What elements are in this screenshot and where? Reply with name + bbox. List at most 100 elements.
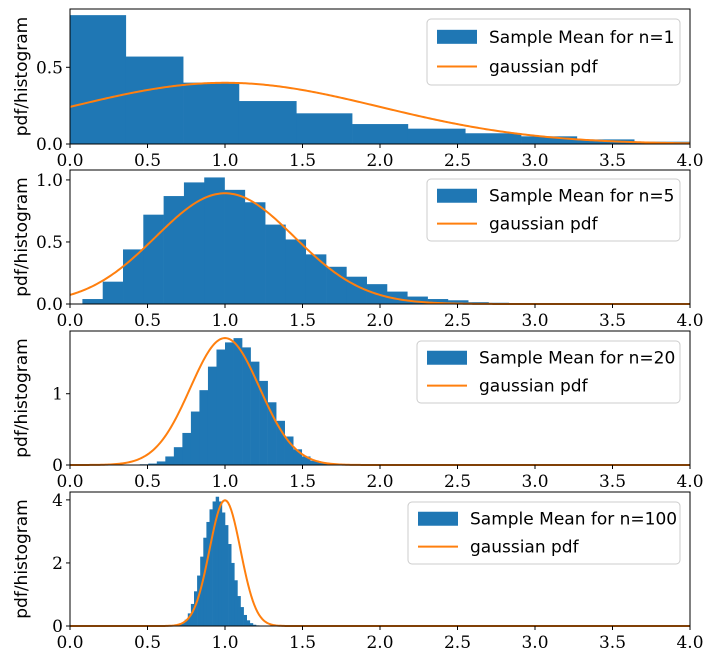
y-tick-label: 2: [52, 554, 63, 574]
histogram-bar: [225, 525, 229, 626]
histogram-bar: [190, 411, 200, 465]
histogram-bar: [190, 603, 195, 626]
histogram-bar: [246, 620, 251, 626]
histogram-bar: [276, 420, 285, 465]
x-tick-label: 1.5: [289, 151, 316, 171]
x-tick-label: 3.5: [599, 151, 626, 171]
y-tick-label: 1.0: [36, 171, 63, 191]
histogram-bar: [82, 299, 104, 304]
histogram-bar: [265, 224, 286, 304]
y-tick-label: 0.0: [36, 295, 63, 315]
x-tick-label: 3.5: [599, 472, 626, 492]
histogram-bar: [204, 177, 225, 304]
x-tick-label: 0.0: [56, 633, 83, 653]
y-tick-label: 1: [52, 385, 63, 405]
legend-label-histogram: Sample Mean for n=100: [470, 510, 677, 530]
histogram-bar: [197, 575, 201, 626]
x-tick-label: 1.5: [289, 311, 316, 331]
histogram-bar: [249, 623, 254, 626]
chart-panel-n100: 0.0 0.5 1.0 1.5 2.0 2.5 3.0 3.5 4.0 0 2 4 pdf/histog…: [12, 491, 704, 653]
legend-label-gaussian: gaussian pdf: [479, 377, 589, 397]
histogram-bar: [447, 300, 469, 304]
histogram-bar: [165, 456, 175, 465]
x-tick-label: 0.0: [56, 311, 83, 331]
histogram-bar: [182, 432, 192, 465]
histogram-bar: [296, 113, 353, 144]
y-tick-label: 0.5: [36, 233, 63, 253]
x-tick-label: 3.0: [521, 151, 548, 171]
x-tick-label: 0.5: [134, 472, 161, 492]
legend-histogram-swatch: [427, 350, 467, 365]
histogram-bar: [184, 619, 189, 626]
histogram-bar: [224, 189, 246, 304]
x-tick-label: 1.0: [211, 311, 238, 331]
x-tick-label: 1.5: [289, 472, 316, 492]
histogram-bar: [407, 296, 428, 304]
histogram-bar: [293, 449, 303, 465]
histogram-bar: [244, 202, 266, 304]
legend-box: [407, 501, 681, 565]
histogram-bar: [284, 436, 294, 465]
histogram-bar: [259, 380, 268, 465]
legend: Sample Mean for n=5 gaussian pdf: [426, 178, 681, 242]
x-tick-label: 2.5: [444, 472, 471, 492]
histogram-bar: [252, 624, 257, 626]
legend: Sample Mean for n=20 gaussian pdf: [416, 340, 681, 404]
histogram-bar: [237, 596, 241, 626]
y-axis-label: pdf/histogram: [12, 499, 32, 618]
histogram-bar: [102, 281, 124, 304]
x-tick-label: 2.5: [444, 151, 471, 171]
x-tick-label: 1.5: [289, 633, 316, 653]
histogram-bar: [240, 607, 244, 626]
histogram-bar: [221, 512, 226, 626]
x-tick-label: 2.5: [444, 311, 471, 331]
legend-histogram-swatch: [437, 188, 477, 203]
histogram-bar: [231, 562, 235, 626]
legend-box: [426, 178, 681, 242]
histogram-bar: [225, 342, 234, 465]
histogram-bar: [187, 613, 192, 626]
x-tick-label: 4.0: [676, 472, 703, 492]
legend-label-histogram: Sample Mean for n=1: [489, 28, 674, 48]
legend-label-gaussian: gaussian pdf: [489, 215, 599, 235]
x-tick-label: 2.0: [366, 311, 393, 331]
x-tick-label: 1.0: [211, 151, 238, 171]
histogram-bar: [215, 496, 220, 626]
x-tick-label: 3.5: [599, 311, 626, 331]
y-axis-label: pdf/histogram: [12, 338, 32, 457]
histogram-bar: [70, 15, 127, 145]
chart-panel-n5: 0.0 0.5 1.0 1.5 2.0 2.5 3.0 3.5 4.00.00.51.0pdf/…: [12, 169, 704, 331]
histogram-bar: [301, 456, 311, 465]
x-tick-label: 1.0: [211, 633, 238, 653]
histogram-bar: [218, 501, 223, 626]
y-axis-label: pdf/histogram: [12, 177, 32, 296]
histogram-bar: [233, 338, 243, 465]
histogram-bar: [206, 521, 210, 626]
histogram-bar: [228, 544, 232, 626]
histogram-bar: [465, 133, 522, 144]
histogram-bar: [143, 214, 164, 304]
legend-label-histogram: Sample Mean for n=20: [479, 349, 675, 369]
histogram-bar: [521, 136, 578, 144]
legend-label-histogram: Sample Mean for n=5: [489, 187, 674, 207]
histogram-bar: [183, 182, 205, 304]
x-tick-label: 1.0: [211, 472, 238, 492]
legend-box: [426, 18, 681, 86]
x-tick-label: 2.0: [366, 151, 393, 171]
histogram-bar: [199, 390, 209, 465]
x-tick-label: 2.0: [366, 472, 393, 492]
legend: Sample Mean for n=1 gaussian pdf: [426, 18, 681, 86]
histogram-bar: [200, 556, 204, 626]
x-tick-label: 4.0: [676, 151, 703, 171]
histogram-bar: [318, 462, 328, 465]
histogram-bar: [427, 299, 449, 304]
x-tick-label: 0.5: [134, 151, 161, 171]
histogram-bar: [285, 239, 307, 304]
y-tick-label: 0.5: [36, 58, 63, 78]
histogram-bar: [181, 622, 185, 626]
x-tick-label: 3.0: [521, 633, 548, 653]
legend: Sample Mean for n=100 gaussian pdf: [407, 501, 681, 565]
x-tick-label: 0.0: [56, 472, 83, 492]
histogram-bar: [125, 56, 184, 145]
